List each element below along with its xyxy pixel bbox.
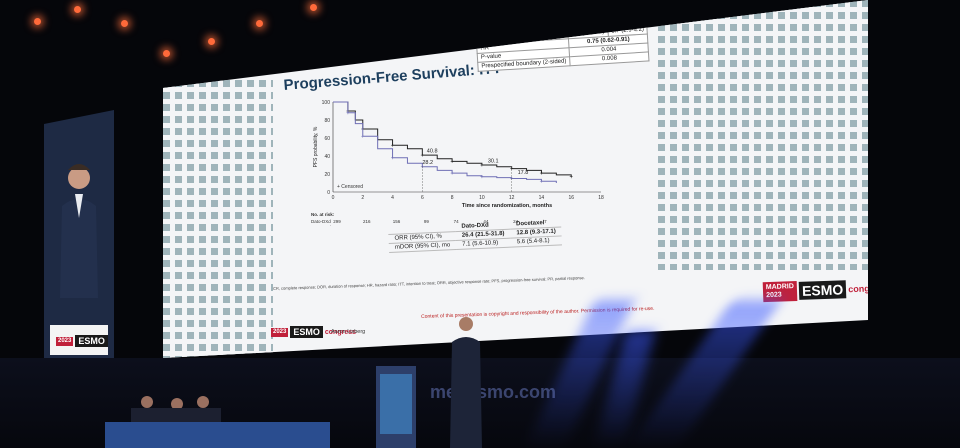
censor-mark bbox=[480, 163, 484, 167]
at-risk-value: 15 bbox=[513, 225, 519, 226]
panel-table bbox=[105, 396, 330, 448]
ceiling-light bbox=[34, 18, 41, 25]
at-risk-value: 51 bbox=[454, 225, 460, 226]
main-projection-screen: Progression-Free Survival: ITT Dato-DXd … bbox=[163, 0, 868, 358]
speaker-video bbox=[60, 164, 98, 298]
x-tick-label: 18 bbox=[598, 195, 604, 201]
y-tick-label: 80 bbox=[324, 118, 330, 124]
y-tick-label: 40 bbox=[324, 154, 330, 160]
y-tick-label: 100 bbox=[322, 100, 331, 106]
y-tick-label: 0 bbox=[327, 190, 330, 196]
y-axis-label: PFS probability, % bbox=[313, 126, 319, 167]
at-risk-value: 7 bbox=[544, 219, 547, 224]
at-risk-value: 216 bbox=[363, 219, 371, 224]
pixel-pattern-right bbox=[658, 0, 868, 270]
ceiling-light bbox=[208, 38, 215, 45]
at-risk-value: 305 bbox=[333, 225, 341, 226]
censor-mark bbox=[346, 111, 350, 115]
col-header-dato: Dato-DXd bbox=[567, 18, 608, 30]
ceiling-light bbox=[310, 4, 317, 11]
at-risk-value: 120 bbox=[393, 225, 401, 226]
at-risk-value: 99 bbox=[424, 219, 430, 224]
at-risk-value: 29 bbox=[483, 225, 489, 226]
presenter-name: Aaron Lisberg bbox=[331, 329, 366, 335]
censor-mark bbox=[391, 143, 395, 147]
censor-mark bbox=[569, 175, 573, 179]
side-screen-logo: 2023 ESMO bbox=[50, 325, 108, 355]
esmo-congress-logo: MADRID 2023 ESMO congress bbox=[762, 278, 868, 303]
x-tick-label: 4 bbox=[391, 195, 394, 201]
lectern bbox=[376, 366, 416, 448]
side-video-screen: 2023 ESMO bbox=[44, 110, 114, 362]
podium-speaker bbox=[450, 317, 482, 448]
censor-mark bbox=[420, 153, 424, 157]
pixel-pattern-left bbox=[163, 80, 273, 358]
ceiling-light bbox=[121, 20, 128, 27]
at-risk-value: 74 bbox=[454, 219, 460, 224]
legend-censored: + Censored bbox=[337, 184, 363, 190]
censor-mark bbox=[450, 171, 454, 175]
at-risk-value: 44 bbox=[483, 219, 489, 224]
km-curve bbox=[333, 101, 572, 177]
censor-mark bbox=[539, 171, 543, 175]
slide-footnote: CR, complete response; DOR, duration of … bbox=[273, 275, 585, 291]
at-risk-value: 156 bbox=[393, 219, 401, 224]
ceiling-light bbox=[256, 20, 263, 27]
y-tick-label: 20 bbox=[324, 172, 330, 178]
x-tick-label: 2 bbox=[361, 195, 364, 201]
chart-annotation: 28.2 bbox=[422, 160, 433, 166]
censor-mark bbox=[450, 159, 454, 163]
chart-annotations: 40.8 30.1 28.2 17.8 bbox=[422, 148, 528, 192]
x-tick-label: 12 bbox=[509, 195, 515, 201]
ceiling-light bbox=[74, 6, 81, 13]
x-tick-label: 0 bbox=[332, 195, 335, 201]
km-curve bbox=[333, 101, 557, 183]
x-tick-label: 16 bbox=[568, 195, 574, 201]
x-tick-label: 6 bbox=[421, 195, 424, 201]
at-risk-value: 82 bbox=[424, 225, 430, 226]
x-axis-label: Time since randomization, months bbox=[462, 203, 552, 209]
esmo-logo-small: 2023 ESMO congress bbox=[271, 326, 356, 338]
at-risk-label: No. at risk: bbox=[311, 212, 335, 217]
at-risk-value: 186 bbox=[363, 225, 371, 226]
censor-mark bbox=[361, 134, 365, 138]
chart-series bbox=[333, 101, 573, 183]
orr-dato: 7.1 (5.6-10.9) bbox=[456, 238, 512, 250]
at-risk-value: 24 bbox=[513, 219, 519, 224]
at-risk-row-name: Docetaxel bbox=[311, 225, 331, 226]
pfs-summary-table: Dato-DXd Docetaxel Median (95% CI), mont… bbox=[475, 15, 650, 72]
ceiling-light bbox=[163, 50, 170, 57]
censor-mark bbox=[539, 179, 543, 183]
chart-annotation: 17.8 bbox=[518, 170, 529, 176]
slide-title: Progression-Free Survival: ITT bbox=[283, 59, 503, 94]
x-tick-label: 10 bbox=[479, 195, 485, 201]
orr-label: mDOR (95% CI), mo bbox=[388, 240, 457, 253]
at-risk-row-name: Dato-DXd bbox=[311, 219, 331, 224]
col-header-doce: Docetaxel bbox=[607, 16, 648, 28]
censor-mark bbox=[391, 156, 395, 160]
chart-annotation: 30.1 bbox=[488, 158, 499, 164]
censor-mark bbox=[480, 175, 484, 179]
chart-annotation: 40.8 bbox=[427, 148, 438, 154]
y-tick-label: 60 bbox=[324, 136, 330, 142]
x-tick-label: 8 bbox=[451, 195, 454, 201]
at-risk-value: 5 bbox=[544, 225, 547, 226]
at-risk-value: 299 bbox=[333, 219, 341, 224]
orr-doce: 5.6 (5.4-8.1) bbox=[510, 235, 563, 248]
x-tick-label: 14 bbox=[539, 195, 545, 201]
